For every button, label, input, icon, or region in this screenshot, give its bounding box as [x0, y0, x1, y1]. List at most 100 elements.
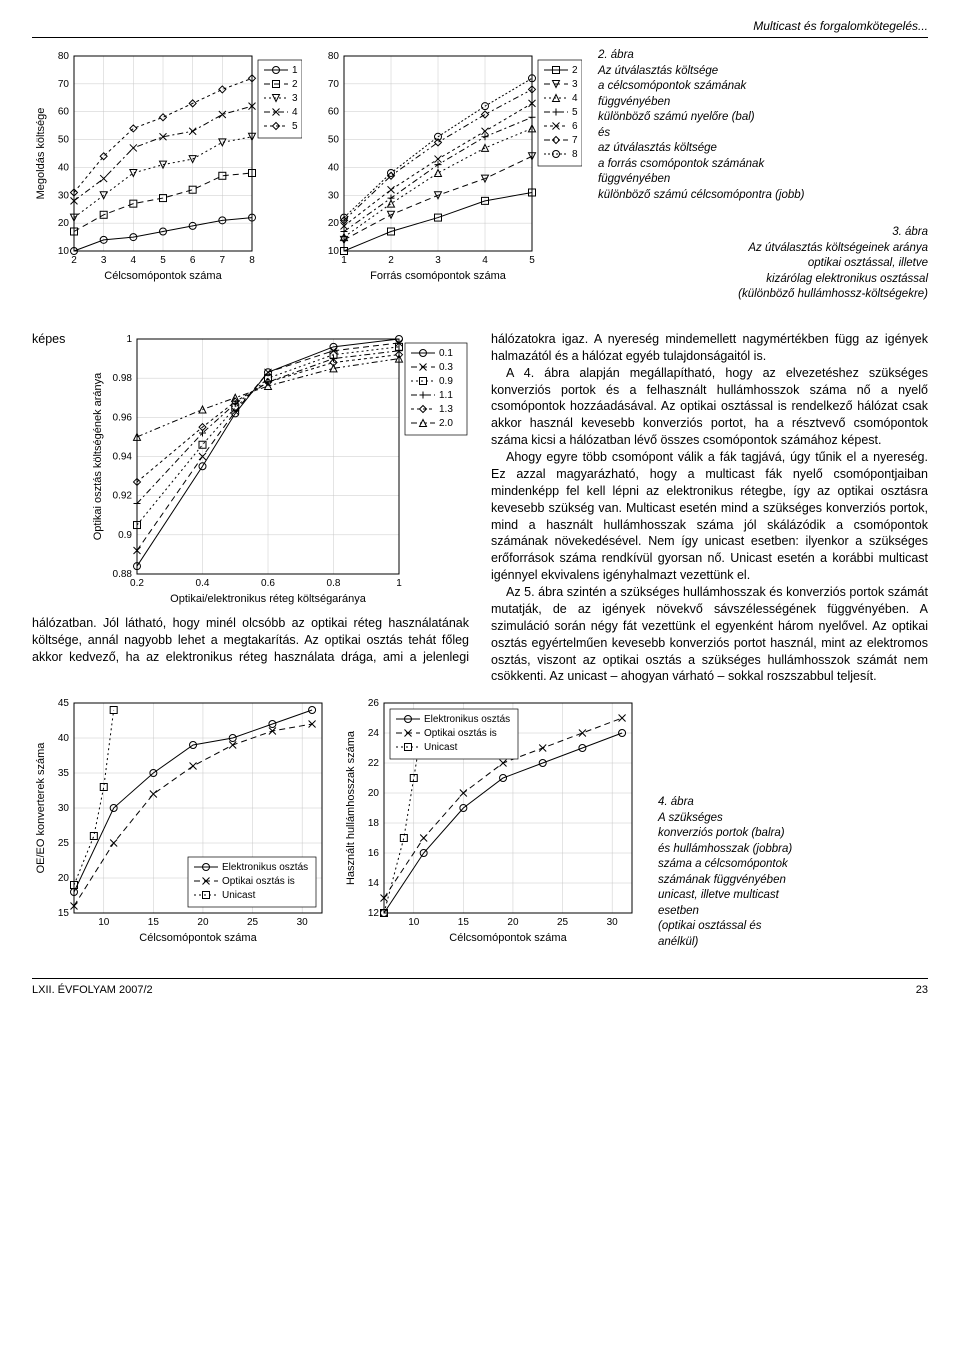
- svg-text:3: 3: [101, 255, 107, 266]
- svg-text:26: 26: [368, 698, 380, 709]
- svg-text:0.8: 0.8: [327, 578, 341, 589]
- svg-text:1: 1: [396, 578, 402, 589]
- svg-text:0.6: 0.6: [261, 578, 275, 589]
- svg-text:Unicast: Unicast: [222, 890, 256, 901]
- svg-text:30: 30: [297, 917, 309, 928]
- svg-text:0.9: 0.9: [439, 376, 453, 387]
- svg-text:3: 3: [572, 79, 578, 90]
- svg-text:5: 5: [572, 107, 578, 118]
- caption-3: 3. ábra Az útválasztás költségeinek arán…: [598, 225, 928, 303]
- caption-4-line: anélkül): [658, 935, 928, 951]
- chart-3: 0.20.40.60.810.880.90.920.940.960.981Opt…: [89, 331, 469, 611]
- svg-text:45: 45: [58, 698, 70, 709]
- chart-4a: 101520253015202530354045Célcsomópontok s…: [32, 695, 332, 950]
- svg-text:25: 25: [247, 917, 259, 928]
- svg-text:18: 18: [368, 818, 380, 829]
- svg-text:10: 10: [98, 917, 110, 928]
- svg-text:5: 5: [292, 121, 298, 132]
- svg-text:5: 5: [529, 255, 535, 266]
- caption-2-line: függvényében: [598, 95, 928, 111]
- svg-text:Optikai osztás költségének ará: Optikai osztás költségének aránya: [92, 372, 104, 540]
- svg-text:7: 7: [220, 255, 226, 266]
- caption-3-line: Az útválasztás költségeinek aránya: [598, 241, 928, 257]
- svg-text:25: 25: [557, 917, 569, 928]
- page-footer: LXII. ÉVFOLYAM 2007/2 23: [32, 978, 928, 998]
- svg-text:10: 10: [58, 246, 70, 257]
- svg-text:10: 10: [328, 246, 340, 257]
- svg-text:20: 20: [58, 873, 70, 884]
- caption-2-line: Az útválasztás költsége: [598, 64, 928, 80]
- svg-text:Célcsomópontok száma: Célcsomópontok száma: [449, 932, 567, 944]
- svg-text:50: 50: [58, 135, 70, 146]
- chart-2b: 123451020304050607080Forrás csomópontok …: [312, 48, 582, 325]
- caption-3-line: kizárólag elektronikus osztással: [598, 272, 928, 288]
- svg-text:0.92: 0.92: [113, 491, 133, 502]
- figure-row-bottom: 101520253015202530354045Célcsomópontok s…: [32, 695, 928, 950]
- caption-2: 2. ábra Az útválasztás költsége a célcso…: [598, 48, 928, 203]
- svg-text:2: 2: [71, 255, 77, 266]
- svg-text:80: 80: [58, 51, 70, 62]
- svg-text:1: 1: [341, 255, 347, 266]
- caption-2-line: függvényében: [598, 172, 928, 188]
- chart-2a: 23456781020304050607080Célcsomópontok sz…: [32, 48, 302, 325]
- svg-text:0.4: 0.4: [196, 578, 210, 589]
- caption-2-line: különböző számú célcsomópontra (jobb): [598, 188, 928, 204]
- svg-text:1: 1: [126, 334, 132, 345]
- svg-text:2: 2: [292, 79, 298, 90]
- running-head: Multicast és forgalomkötegelés...: [32, 18, 928, 38]
- svg-text:30: 30: [58, 803, 70, 814]
- svg-text:60: 60: [58, 107, 70, 118]
- svg-text:8: 8: [572, 149, 578, 160]
- caption-2-line: az útválasztás költsége: [598, 141, 928, 157]
- caption-3-title: 3. ábra: [598, 225, 928, 241]
- footer-left: LXII. ÉVFOLYAM 2007/2: [32, 983, 153, 998]
- svg-text:80: 80: [328, 51, 340, 62]
- svg-text:0.94: 0.94: [113, 451, 133, 462]
- svg-text:15: 15: [148, 917, 160, 928]
- svg-text:Unicast: Unicast: [424, 742, 458, 753]
- svg-text:0.96: 0.96: [113, 412, 133, 423]
- svg-text:2.0: 2.0: [439, 418, 453, 429]
- svg-text:Elektronikus osztás: Elektronikus osztás: [222, 862, 308, 873]
- caption-3-line: optikai osztással, illetve: [598, 256, 928, 272]
- svg-text:70: 70: [328, 79, 340, 90]
- caption-4-line: konverziós portok (balra): [658, 826, 928, 842]
- svg-text:Optikai osztás is: Optikai osztás is: [424, 728, 497, 739]
- svg-text:1.3: 1.3: [439, 404, 453, 415]
- svg-text:0.3: 0.3: [439, 362, 453, 373]
- svg-text:Használt hullámhosszak száma: Használt hullámhosszak száma: [345, 730, 357, 885]
- footer-right: 23: [916, 983, 928, 998]
- svg-text:OE/EO konverterek száma: OE/EO konverterek száma: [35, 742, 47, 874]
- caption-2-line: a forrás csomópontok számának: [598, 157, 928, 173]
- svg-text:0.2: 0.2: [130, 578, 144, 589]
- svg-text:10: 10: [408, 917, 420, 928]
- svg-text:40: 40: [58, 733, 70, 744]
- body-p2: A 4. ábra alapján megállapítható, hogy a…: [491, 365, 928, 449]
- svg-text:Célcsomópontok száma: Célcsomópontok száma: [139, 932, 257, 944]
- figure-row-top: 23456781020304050607080Célcsomópontok sz…: [32, 48, 928, 325]
- svg-text:40: 40: [58, 163, 70, 174]
- caption-4-line: és hullámhosszak (jobbra): [658, 842, 928, 858]
- svg-text:7: 7: [572, 135, 578, 146]
- svg-text:14: 14: [368, 878, 380, 889]
- svg-text:40: 40: [328, 163, 340, 174]
- caption-4-line: A szükséges: [658, 811, 928, 827]
- svg-text:20: 20: [58, 218, 70, 229]
- caption-2-line: és: [598, 126, 928, 142]
- svg-text:35: 35: [58, 768, 70, 779]
- svg-text:Forrás csomópontok száma: Forrás csomópontok száma: [370, 270, 507, 282]
- svg-text:6: 6: [572, 121, 578, 132]
- caption-column-top: 2. ábra Az útválasztás költsége a célcso…: [592, 48, 928, 325]
- caption-4: 4. ábra A szükséges konverziós portok (b…: [652, 795, 928, 950]
- caption-4-line: unicast, illetve multicast: [658, 888, 928, 904]
- body-columns: 0.20.40.60.810.880.90.920.940.960.981Opt…: [32, 331, 928, 685]
- svg-text:50: 50: [328, 135, 340, 146]
- svg-text:Célcsomópontok száma: Célcsomópontok száma: [104, 270, 222, 282]
- body-p3: Ahogy egyre több csomópont válik a fák t…: [491, 449, 928, 584]
- svg-text:1.1: 1.1: [439, 390, 453, 401]
- svg-text:25: 25: [58, 838, 70, 849]
- caption-4-line: száma a célcsomópontok: [658, 857, 928, 873]
- svg-text:20: 20: [368, 788, 380, 799]
- caption-4-line: esetben: [658, 904, 928, 920]
- caption-2-title: 2. ábra: [598, 48, 928, 64]
